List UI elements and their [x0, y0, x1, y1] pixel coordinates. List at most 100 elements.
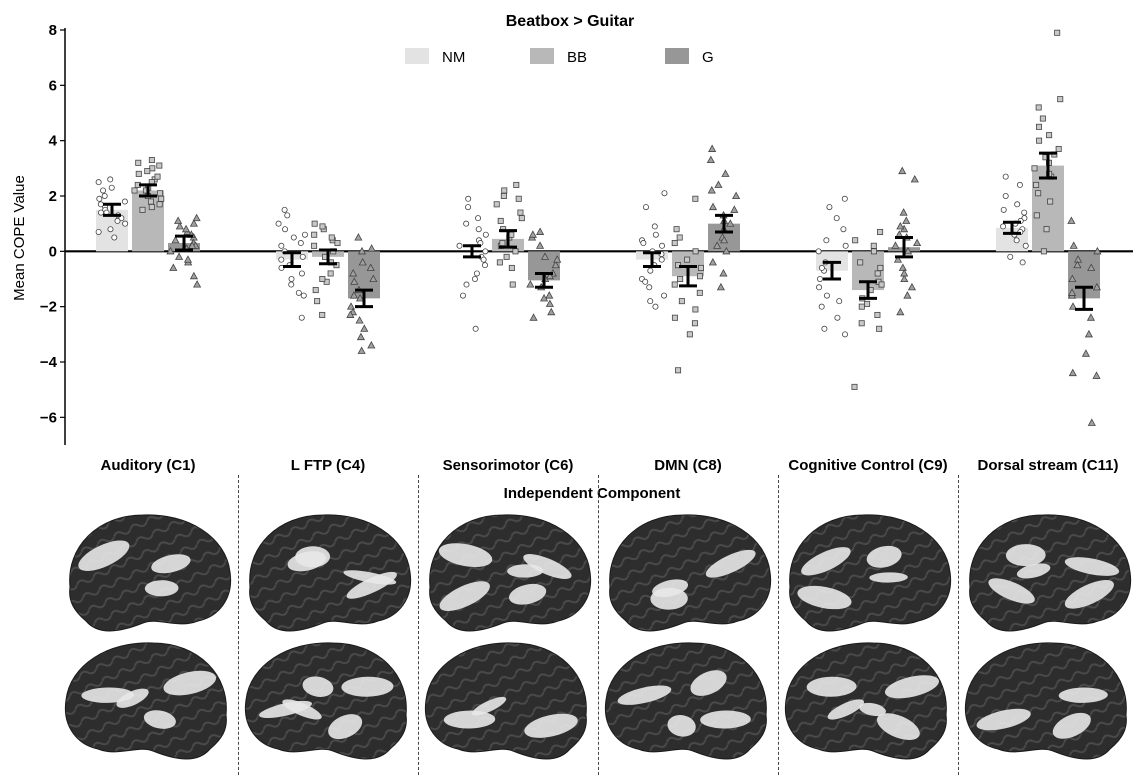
data-point-g [193, 280, 202, 288]
data-point-g [360, 324, 369, 332]
data-point-bb [858, 320, 865, 327]
data-point-bb [319, 223, 326, 230]
data-point-bb [851, 383, 858, 390]
data-point-g [166, 246, 175, 255]
data-point-g [898, 263, 907, 271]
activation-blob [806, 676, 857, 697]
y-tick-label: 6 [49, 77, 57, 94]
data-point-nm [278, 242, 285, 249]
data-point-nm [100, 187, 107, 194]
activation-blob [524, 713, 578, 738]
data-point-bb [509, 281, 516, 288]
data-point-bb [517, 209, 524, 216]
data-point-g [900, 269, 909, 277]
data-point-g [721, 169, 730, 177]
brain-surface [69, 514, 232, 632]
data-point-bb [156, 162, 163, 169]
data-point-bb [1057, 96, 1064, 103]
data-point-g [1068, 302, 1078, 310]
data-point-nm [818, 303, 825, 310]
data-point-g [528, 230, 537, 238]
data-point-bb [691, 320, 698, 327]
activation-blob [827, 699, 865, 720]
data-point-nm [817, 275, 824, 282]
data-point-nm [823, 292, 830, 299]
brain-surface [244, 642, 407, 760]
data-point-nm [815, 248, 822, 255]
data-point-g [349, 291, 359, 299]
data-point-bb [692, 195, 699, 202]
data-point-bb [312, 287, 319, 294]
data-point-nm [842, 242, 849, 249]
data-point-g [535, 241, 545, 249]
activation-blob [143, 710, 176, 729]
activation-blob [884, 675, 940, 699]
data-point-g [357, 246, 367, 255]
data-point-g [357, 346, 366, 354]
data-point-g [726, 219, 735, 227]
data-point-bb [852, 237, 859, 244]
data-point-bb [503, 253, 510, 260]
activation-blob [1005, 544, 1046, 567]
data-point-g [907, 282, 917, 291]
data-point-g [707, 186, 716, 194]
data-point-bb [144, 168, 151, 175]
activation-blob [1064, 579, 1114, 609]
activation-blob [163, 670, 217, 696]
x-tick-label: Dorsal stream (C11) [978, 457, 1119, 474]
data-point-bb [311, 231, 318, 238]
data-point-nm [480, 256, 487, 263]
data-point-g [722, 246, 731, 255]
data-point-bb [508, 264, 515, 271]
bar-chart: Beatbox > Guitar NM BB G Mean COPE Value 8… [11, 13, 1133, 502]
data-point-nm [1014, 201, 1021, 208]
data-point-bb [1040, 248, 1047, 255]
data-point-g [174, 216, 183, 224]
activation-blob [876, 713, 920, 741]
data-point-g [367, 340, 376, 349]
data-point-g [183, 255, 193, 263]
data-point-bb [156, 201, 163, 208]
data-point-g [529, 313, 538, 321]
data-point-nm [840, 226, 847, 233]
brain-surface [609, 514, 772, 632]
data-point-bb [1036, 137, 1043, 144]
data-point-bb [1046, 132, 1053, 139]
data-point-g [356, 332, 365, 341]
data-point-bb [877, 264, 884, 271]
data-point-bb [139, 206, 146, 213]
data-point-bb [148, 157, 155, 164]
data-point-nm [475, 226, 482, 233]
data-point-g [1081, 349, 1090, 357]
data-point-nm [107, 226, 114, 233]
x-tick-label: L FTP (C4) [291, 457, 365, 474]
data-point-bb [1033, 181, 1040, 188]
data-point-bb [334, 240, 341, 247]
data-point-g [189, 219, 198, 227]
data-point-nm [121, 198, 128, 205]
data-point-g [346, 302, 356, 310]
data-point-bb [677, 275, 684, 282]
data-point-nm [459, 292, 466, 299]
legend-label-bb: BB [567, 49, 587, 66]
data-point-bb [499, 240, 506, 247]
column-separator [238, 475, 239, 775]
data-point-g [730, 205, 739, 213]
data-point-nm [1007, 253, 1014, 260]
data-point-bb [311, 242, 318, 249]
data-point-nm [647, 267, 654, 274]
data-point-g [536, 227, 545, 235]
activation-blob [151, 554, 191, 574]
data-point-g [1067, 288, 1077, 296]
data-point-nm [299, 253, 306, 260]
activation-blob [1016, 563, 1051, 579]
activation-blob [801, 547, 851, 576]
data-point-g [1068, 368, 1077, 377]
activation-blob [1058, 687, 1108, 703]
data-point-bb [675, 367, 682, 374]
data-point-nm [652, 231, 659, 238]
data-point-g [175, 222, 184, 230]
data-point-g [706, 155, 715, 164]
data-point-bb [1036, 123, 1043, 130]
data-point-g [174, 252, 184, 260]
